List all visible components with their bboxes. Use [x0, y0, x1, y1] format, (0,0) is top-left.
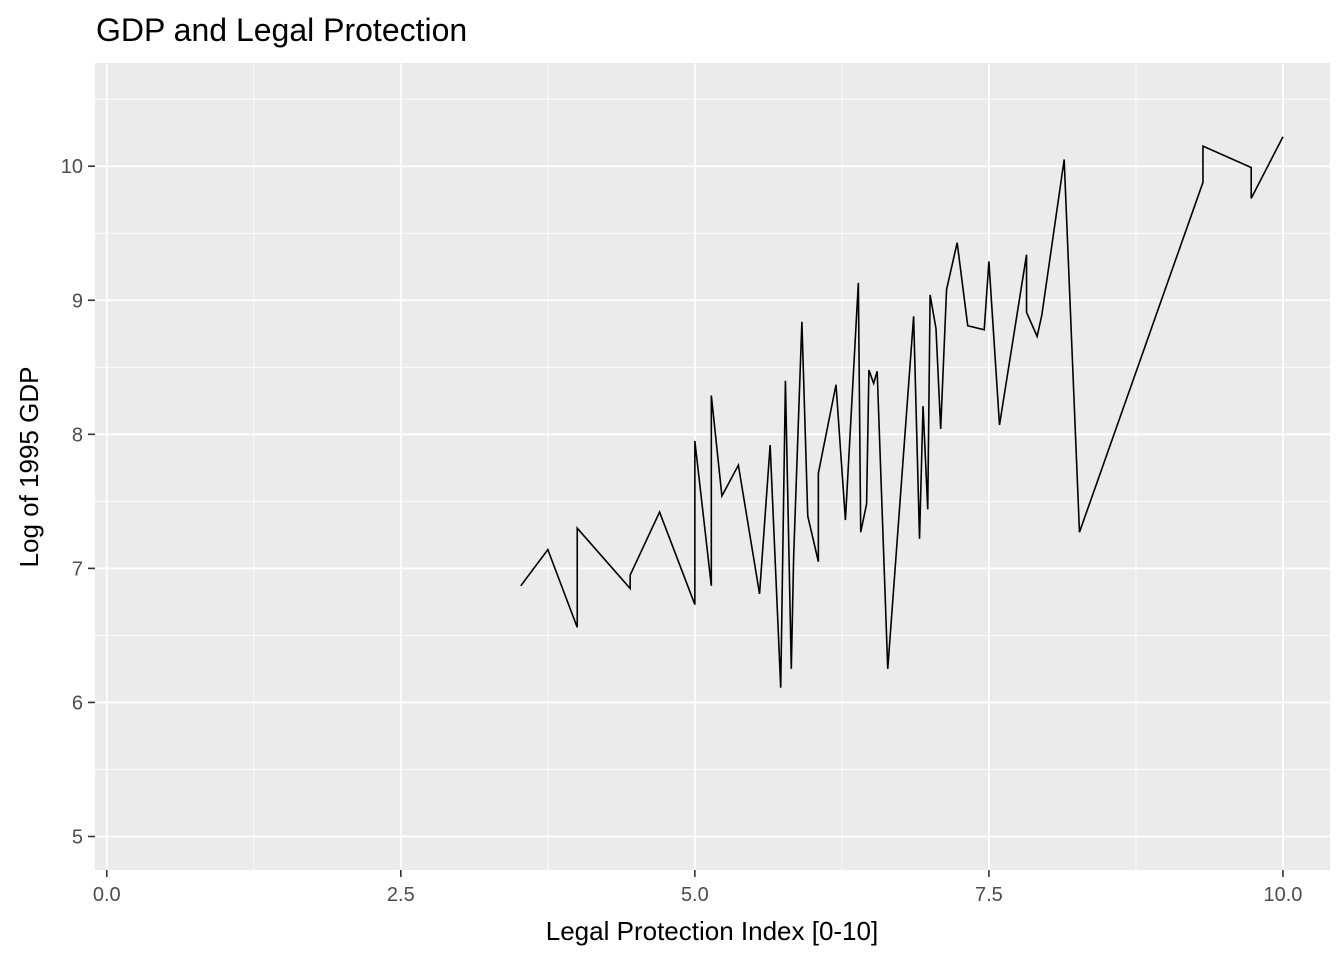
x-axis-tick-labels: 0.0 2.5 5.0 7.5 10.0	[93, 884, 1303, 906]
y-tick-label: 9	[72, 290, 83, 312]
x-tick-label: 2.5	[387, 884, 415, 906]
chart-title: GDP and Legal Protection	[96, 12, 467, 48]
y-tick-label: 5	[72, 826, 83, 848]
x-tick-label: 5.0	[681, 884, 709, 906]
x-tick-label: 7.5	[975, 884, 1003, 906]
series-line	[520, 136, 1284, 688]
y-tick-label: 8	[72, 424, 83, 446]
y-axis-tick-labels: 5 6 7 8 9 10	[61, 156, 83, 848]
y-tick-label: 6	[72, 692, 83, 714]
x-tick-label: 0.0	[93, 884, 121, 906]
x-tick-label: 10.0	[1263, 884, 1302, 906]
x-axis-ticks	[105, 870, 1284, 877]
y-axis-ticks	[88, 165, 95, 838]
y-axis-title: Log of 1995 GDP	[14, 367, 44, 568]
grid-minor	[95, 63, 1330, 870]
series-group	[520, 136, 1284, 688]
y-tick-label: 7	[72, 558, 83, 580]
y-tick-label: 10	[61, 156, 83, 178]
plot-panel	[95, 63, 1330, 870]
x-axis-title: Legal Protection Index [0-10]	[546, 916, 878, 946]
